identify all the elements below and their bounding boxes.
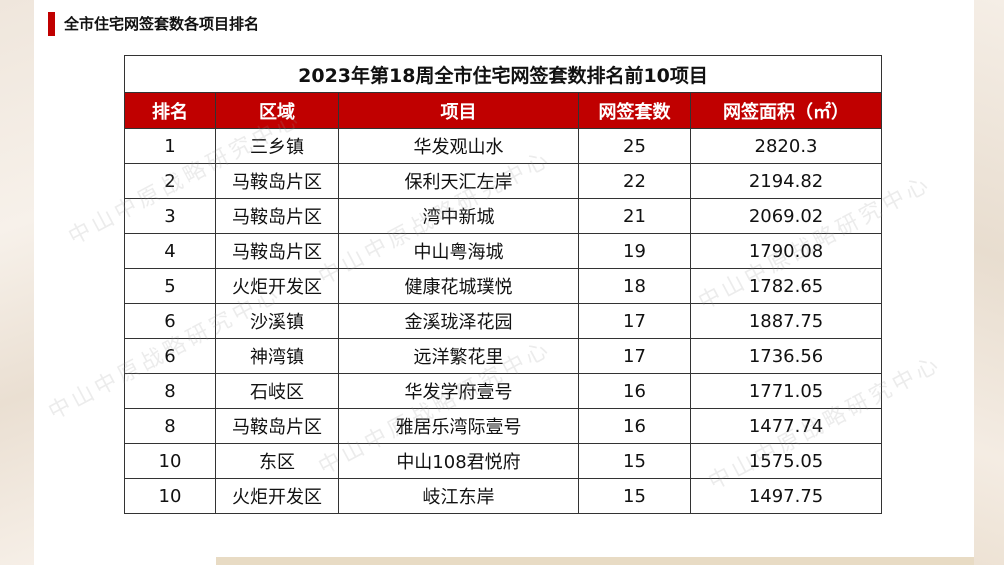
header-rank: 排名 — [124, 92, 216, 129]
cell-rank: 2 — [124, 163, 216, 199]
cell-project: 健康花城璞悦 — [338, 268, 579, 304]
table-row: 4 马鞍岛片区 中山粤海城 19 1790.08 — [124, 233, 883, 269]
right-decoration — [974, 0, 1004, 565]
cell-units: 15 — [578, 478, 691, 514]
cell-units: 16 — [578, 373, 691, 409]
cell-project: 湾中新城 — [338, 198, 579, 234]
table-row: 2 马鞍岛片区 保利天汇左岸 22 2194.82 — [124, 163, 883, 199]
cell-units: 25 — [578, 128, 691, 164]
cell-rank: 6 — [124, 303, 216, 339]
cell-size: 2194.82 — [689, 163, 883, 199]
cell-area: 东区 — [215, 443, 339, 479]
cell-project: 雅居乐湾际壹号 — [338, 408, 579, 444]
cell-size: 1497.75 — [689, 478, 883, 514]
table-row: 6 神湾镇 远洋繁花里 17 1736.56 — [124, 338, 883, 374]
cell-area: 火炬开发区 — [215, 268, 339, 304]
cell-area: 石岐区 — [215, 373, 339, 409]
header-size: 网签面积（㎡） — [689, 92, 883, 129]
cell-size: 2069.02 — [689, 198, 883, 234]
cell-rank: 8 — [124, 408, 216, 444]
table-row: 5 火炬开发区 健康花城璞悦 18 1782.65 — [124, 268, 883, 304]
page-title: 全市住宅网签套数各项目排名 — [64, 15, 260, 33]
table-row: 8 石岐区 华发学府壹号 16 1771.05 — [124, 373, 883, 409]
cell-units: 21 — [578, 198, 691, 234]
cell-area: 马鞍岛片区 — [215, 408, 339, 444]
cell-area: 马鞍岛片区 — [215, 163, 339, 199]
table-row: 10 火炬开发区 岐江东岸 15 1497.75 — [124, 478, 883, 514]
table-row: 10 东区 中山108君悦府 15 1575.05 — [124, 443, 883, 479]
cell-project: 中山粤海城 — [338, 233, 579, 269]
cell-size: 1575.05 — [689, 443, 883, 479]
slide-page: 全市住宅网签套数各项目排名 2023年第18周全市住宅网签套数排名前10项目 排… — [34, 0, 974, 565]
cell-rank: 10 — [124, 443, 216, 479]
cell-project: 岐江东岸 — [338, 478, 579, 514]
table-row: 3 马鞍岛片区 湾中新城 21 2069.02 — [124, 198, 883, 234]
cell-units: 22 — [578, 163, 691, 199]
cell-area: 火炬开发区 — [215, 478, 339, 514]
table-row: 1 三乡镇 华发观山水 25 2820.3 — [124, 128, 883, 164]
title-accent-bar — [48, 12, 55, 36]
cell-area: 沙溪镇 — [215, 303, 339, 339]
header-units: 网签套数 — [578, 92, 691, 129]
cell-area: 马鞍岛片区 — [215, 233, 339, 269]
table-row: 6 沙溪镇 金溪珑泽花园 17 1887.75 — [124, 303, 883, 339]
cell-units: 19 — [578, 233, 691, 269]
cell-area: 三乡镇 — [215, 128, 339, 164]
cell-units: 18 — [578, 268, 691, 304]
cell-rank: 10 — [124, 478, 216, 514]
cell-size: 1782.65 — [689, 268, 883, 304]
cell-size: 1477.74 — [689, 408, 883, 444]
cell-units: 16 — [578, 408, 691, 444]
cell-project: 华发观山水 — [338, 128, 579, 164]
cell-project: 金溪珑泽花园 — [338, 303, 579, 339]
cell-project: 中山108君悦府 — [338, 443, 579, 479]
header-project: 项目 — [338, 92, 579, 129]
bottom-decoration-strip — [216, 557, 974, 565]
cell-rank: 4 — [124, 233, 216, 269]
table-caption: 2023年第18周全市住宅网签套数排名前10项目 — [123, 55, 883, 93]
cell-rank: 3 — [124, 198, 216, 234]
cell-size: 1790.08 — [689, 233, 883, 269]
cell-area: 马鞍岛片区 — [215, 198, 339, 234]
cell-units: 17 — [578, 303, 691, 339]
cell-project: 远洋繁花里 — [338, 338, 579, 374]
cell-area: 神湾镇 — [215, 338, 339, 374]
left-decoration — [0, 0, 34, 565]
cell-units: 17 — [578, 338, 691, 374]
ranking-table: 2023年第18周全市住宅网签套数排名前10项目 排名 区域 项目 网签套数 网… — [123, 55, 883, 514]
cell-size: 1736.56 — [689, 338, 883, 374]
cell-size: 1771.05 — [689, 373, 883, 409]
cell-size: 2820.3 — [689, 128, 883, 164]
cell-project: 华发学府壹号 — [338, 373, 579, 409]
cell-rank: 1 — [124, 128, 216, 164]
cell-rank: 6 — [124, 338, 216, 374]
cell-rank: 5 — [124, 268, 216, 304]
cell-project: 保利天汇左岸 — [338, 163, 579, 199]
header-area: 区域 — [215, 92, 339, 129]
cell-rank: 8 — [124, 373, 216, 409]
cell-units: 15 — [578, 443, 691, 479]
cell-size: 1887.75 — [689, 303, 883, 339]
table-row: 8 马鞍岛片区 雅居乐湾际壹号 16 1477.74 — [124, 408, 883, 444]
